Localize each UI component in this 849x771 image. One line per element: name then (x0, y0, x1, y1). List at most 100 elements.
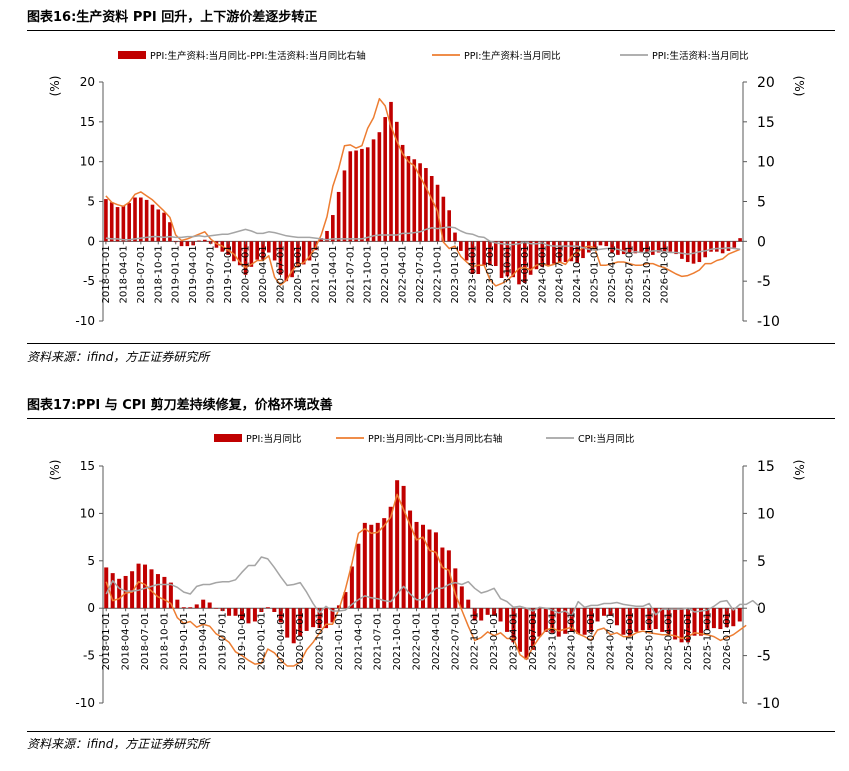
bar (453, 568, 458, 609)
bar (668, 241, 673, 252)
bar (470, 241, 475, 274)
x-tick-label: 2026-01-01 (659, 245, 670, 303)
bar (104, 567, 109, 609)
x-tick-label: 2019-04-01 (188, 245, 199, 303)
bar (459, 241, 463, 251)
x-tick-label: 2023-10-01 (502, 245, 513, 303)
bar (546, 241, 550, 266)
bar (342, 170, 347, 242)
bar (540, 241, 545, 267)
bar (718, 608, 723, 630)
bar (155, 574, 160, 609)
bar (343, 592, 348, 609)
bar (311, 608, 316, 628)
x-tick-label: 2022-01-01 (380, 245, 391, 303)
bar (395, 121, 399, 242)
x-tick-label: 2021-01-01 (334, 612, 345, 670)
bar (466, 599, 471, 609)
bar (511, 241, 515, 278)
bar (389, 101, 393, 242)
bar (278, 241, 283, 275)
bar (133, 197, 137, 242)
bar (168, 582, 173, 609)
x-tick-label: 2018-07-01 (140, 612, 151, 670)
bar (614, 608, 619, 626)
bar (143, 564, 148, 609)
bar (550, 608, 555, 633)
y-left-tick-label: 20 (80, 75, 95, 89)
bar (737, 608, 742, 622)
right-unit-label: (%) (792, 460, 806, 481)
x-tick-label: 2020-01-01 (256, 612, 267, 670)
y-right-tick-label: 5 (757, 554, 766, 570)
bar (408, 510, 413, 609)
bar (291, 608, 296, 644)
bar (464, 241, 469, 261)
x-tick-label: 2020-07-01 (295, 612, 306, 670)
x-tick-label: 2018-01-01 (101, 612, 112, 670)
series-line-orange (105, 97, 741, 287)
bar (592, 241, 597, 250)
bar (179, 241, 184, 247)
bar (375, 522, 380, 609)
bar (233, 608, 238, 616)
x-tick-label: 2023-07-01 (485, 245, 496, 303)
x-tick-label: 2018-04-01 (121, 612, 132, 670)
x-tick-label: 2018-01-01 (101, 245, 112, 303)
y-right-tick-label: -10 (757, 696, 780, 712)
bar (319, 238, 323, 242)
bar (267, 241, 271, 253)
figure-17-bottom-rule (27, 731, 835, 732)
x-tick-label: 2021-04-01 (328, 245, 339, 303)
x-tick-label: 2019-01-01 (179, 612, 190, 670)
bar (362, 522, 367, 609)
bar (185, 241, 190, 247)
x-tick-label: 2019-04-01 (198, 612, 209, 670)
bar (243, 241, 248, 275)
bar (383, 117, 387, 242)
x-tick-label: 2023-01-01 (450, 245, 461, 303)
y-left-tick-label: 10 (80, 155, 95, 169)
bar (278, 608, 283, 623)
figure-16-chart: -10 -5 0 5 10 15 20 -10 -5 0 5 10 15 20 (%) (%) 2018-01-… (48, 50, 806, 330)
bar (214, 608, 219, 609)
bar (290, 241, 294, 278)
bar (621, 241, 626, 255)
bar (227, 608, 232, 616)
x-tick-label: 2019-07-01 (218, 612, 229, 670)
bar (356, 543, 361, 609)
bar (453, 232, 457, 242)
right-unit-label: (%) (792, 76, 806, 97)
x-tick-label: 2025-07-01 (625, 245, 636, 303)
bar (511, 608, 516, 643)
x-tick-label: 2019-01-01 (171, 245, 182, 303)
bar (732, 241, 737, 248)
bar (703, 241, 707, 258)
bar (214, 241, 219, 248)
y-right-tick-label: 15 (757, 459, 775, 475)
bar (446, 550, 451, 609)
bar (569, 608, 574, 632)
bar (424, 168, 428, 242)
bar (680, 241, 684, 259)
bar (354, 150, 358, 242)
bar (301, 241, 306, 265)
bar (537, 608, 542, 637)
bar (400, 144, 405, 242)
figure-16-title: 图表16:生产资料 PPI 回升，上下游价差逐步转正 (27, 10, 318, 25)
bar (304, 608, 309, 631)
y-right-tick-label: -5 (757, 274, 771, 290)
y-right-tick-label: 20 (757, 75, 775, 91)
x-tick-label: 2021-07-01 (345, 245, 356, 303)
bar (115, 207, 120, 242)
bar (556, 608, 561, 637)
bar (576, 608, 581, 634)
x-tick-label: 2018-10-01 (159, 612, 170, 670)
bar (621, 608, 626, 635)
x-tick-label: 2022-07-01 (450, 612, 461, 670)
figure-17-title: 图表17:PPI 与 CPI 剪刀差持续修复，价格环境改善 (27, 398, 333, 413)
y-left-tick-label: 15 (80, 115, 95, 129)
figure-16-bottom-rule (27, 343, 835, 344)
x-tick-label: 2018-10-01 (153, 245, 164, 303)
series-line-gray (105, 556, 760, 617)
